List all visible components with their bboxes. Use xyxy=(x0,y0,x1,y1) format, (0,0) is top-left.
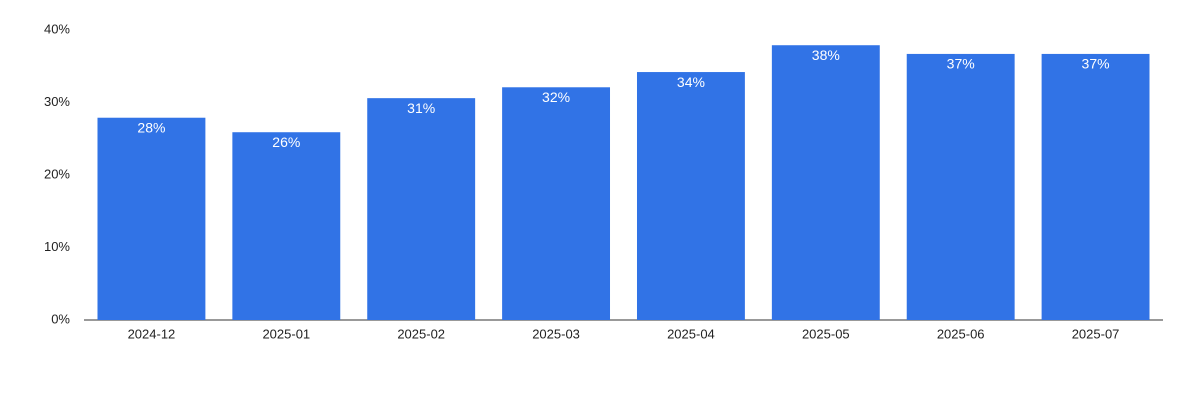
value-label: 34% xyxy=(677,74,705,90)
x-tick-label: 2025-02 xyxy=(397,326,445,341)
bar xyxy=(1041,53,1150,321)
y-tick-label: 10% xyxy=(44,239,70,254)
x-tick-label: 2024-12 xyxy=(128,326,176,341)
x-tick-label: 2025-03 xyxy=(532,326,580,341)
bar xyxy=(636,72,745,320)
x-tick-label: 2025-01 xyxy=(262,326,310,341)
bar xyxy=(771,45,880,320)
y-tick-label: 20% xyxy=(44,166,70,181)
value-label: 37% xyxy=(947,56,975,72)
value-label: 28% xyxy=(137,119,165,135)
value-label: 26% xyxy=(272,134,300,150)
bar xyxy=(502,87,611,321)
y-tick-label: 40% xyxy=(44,21,70,36)
bar xyxy=(97,117,206,320)
x-tick-label: 2025-05 xyxy=(802,326,850,341)
value-label: 37% xyxy=(1082,56,1110,72)
bar xyxy=(367,98,476,321)
value-label: 38% xyxy=(812,47,840,63)
value-label: 32% xyxy=(542,89,570,105)
x-tick-label: 2025-06 xyxy=(937,326,985,341)
y-tick-label: 30% xyxy=(44,94,70,109)
bar xyxy=(906,53,1015,321)
y-tick-label: 0% xyxy=(51,311,70,326)
x-tick-label: 2025-04 xyxy=(667,326,715,341)
value-label: 31% xyxy=(407,100,435,116)
bar xyxy=(232,132,341,320)
x-tick-label: 2025-07 xyxy=(1072,326,1120,341)
